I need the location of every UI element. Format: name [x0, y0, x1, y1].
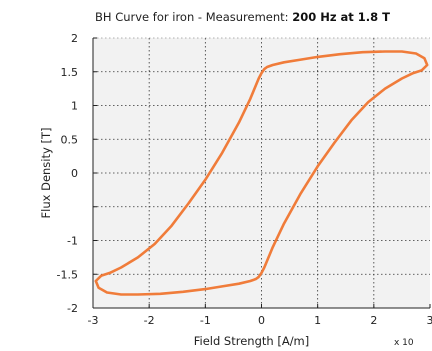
y-tick-label: 1	[71, 100, 78, 113]
x-tick-label: -1	[200, 314, 211, 327]
x-tick-label: -2	[144, 314, 155, 327]
x-axis-label: Field Strength [A/m]	[194, 334, 310, 348]
x-multiplier-label: x 10	[394, 338, 414, 348]
x-tick-label: 0	[258, 314, 265, 327]
series-line-0	[94, 50, 429, 296]
x-tick-label: 1	[314, 314, 321, 327]
x-tick-label: 3	[427, 314, 432, 327]
y-axis-label: Flux Density [T]	[39, 128, 53, 219]
y-tick-label: -2	[67, 302, 78, 315]
y-tick-label: -1.5	[57, 268, 78, 281]
y-tick-label: 2	[71, 32, 78, 45]
y-tick-label: 0	[71, 167, 78, 180]
chart-title: BH Curve for iron - Measurement: 200 Hz …	[95, 10, 432, 24]
y-tick-label: -1	[67, 235, 78, 248]
x-tick-label: 2	[370, 314, 377, 327]
x-tick-label: -3	[88, 314, 99, 327]
chart-title-emphasis: 200 Hz at 1.8 T	[292, 10, 390, 24]
y-tick-label: 1.5	[61, 66, 79, 79]
chart-title-text: BH Curve for iron - Measurement:	[95, 10, 289, 24]
y-tick-label: 0.5	[61, 133, 79, 146]
